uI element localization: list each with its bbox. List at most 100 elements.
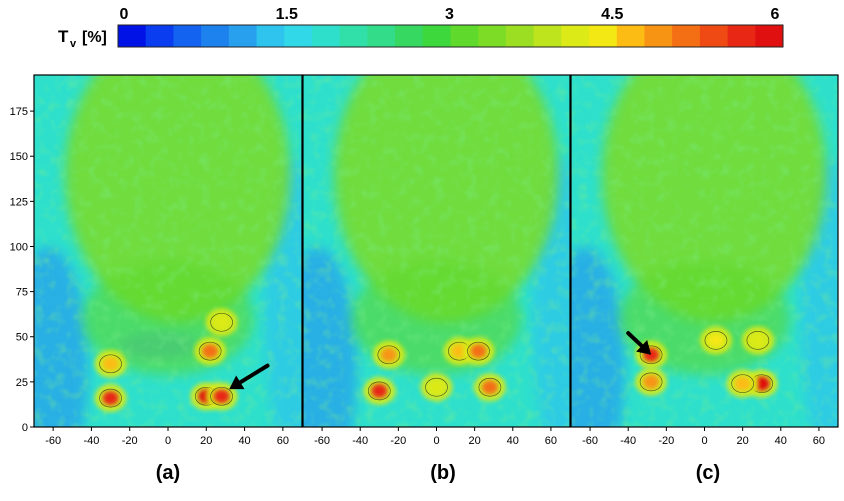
colorbar-tick-label: 0	[120, 6, 129, 23]
hotspot-contour	[704, 331, 728, 350]
contour-field	[303, 75, 570, 427]
hotspot	[470, 344, 487, 359]
hotspot	[213, 315, 230, 330]
colorbar-label-sub: v	[70, 38, 77, 50]
colorbar-swatch	[561, 25, 590, 47]
y-tick-label: 100	[10, 241, 28, 253]
x-tick-label: -20	[658, 435, 674, 447]
colorbar-swatch	[201, 25, 230, 47]
x-tick-label: 0	[701, 435, 707, 447]
arrow-head	[636, 340, 652, 355]
hotspot-contour	[198, 341, 222, 361]
x-tick-label: -20	[390, 435, 406, 447]
hotspot	[380, 347, 397, 362]
hotspot	[481, 380, 498, 395]
colorbar-swatch	[505, 25, 535, 47]
colorbar-label-main: T	[58, 27, 69, 46]
field-texture	[571, 75, 838, 427]
hotspot-contour	[210, 386, 233, 406]
x-tick-label: 20	[737, 435, 749, 447]
colorbar-swatch	[533, 25, 562, 47]
hotspot-contour	[467, 341, 490, 361]
hotspot-contour	[367, 381, 391, 401]
hotspot	[707, 333, 724, 348]
hotspot-contour	[377, 345, 401, 365]
hotspot	[643, 374, 660, 389]
x-tick-label: 0	[165, 435, 171, 447]
hotspot-contour	[639, 372, 663, 392]
x-tick-label: 40	[507, 435, 519, 447]
arrow-head	[229, 375, 245, 390]
colorbar-swatch	[145, 25, 174, 47]
y-tick-label: 75	[16, 287, 28, 299]
field-texture	[303, 75, 570, 427]
panel-label-c: (c)	[696, 462, 720, 484]
x-tick-label: -40	[83, 435, 99, 447]
colorbar-swatch	[589, 25, 618, 47]
x-tick-label: -60	[582, 435, 598, 447]
hotspot	[734, 376, 751, 391]
hotspot-contour	[210, 312, 233, 332]
colorbar-swatch	[395, 25, 424, 47]
colorbar-swatch	[422, 25, 451, 47]
hotspot-contour	[639, 345, 663, 365]
colorbar-swatch	[284, 25, 313, 47]
y-tick-label: 25	[16, 377, 28, 389]
hotspot-contour	[746, 331, 770, 350]
hotspot	[749, 333, 766, 348]
x-tick-label: -60	[45, 435, 61, 447]
arrow-shaft	[626, 331, 644, 348]
hotspot	[213, 389, 230, 404]
x-tick-label: 40	[238, 435, 250, 447]
colorbar-tick-label: 4.5	[601, 6, 623, 23]
colorbar-swatch	[727, 25, 756, 47]
x-tick-label: -40	[620, 435, 636, 447]
y-tick-label: 175	[10, 106, 28, 118]
x-tick-label: 60	[545, 435, 557, 447]
y-tick-label: 125	[10, 196, 28, 208]
colorbar-swatch	[367, 25, 396, 47]
colorbar-swatch	[699, 25, 729, 47]
hotspot	[428, 380, 445, 395]
panel-c: -60 -40 -20 0 20 40 60	[570, 74, 839, 447]
colorbar-swatch	[173, 25, 202, 47]
colorbar-tick-labels: 0 1.5 3 4.5 6	[120, 6, 780, 23]
colorbar-swatch	[755, 25, 784, 47]
hotspot-contour	[99, 388, 122, 408]
x-tick-label: -20	[122, 435, 138, 447]
x-tick-label: 60	[813, 435, 825, 447]
x-tick-label: 0	[433, 435, 439, 447]
hotspot-contour	[99, 354, 122, 374]
contour-field	[34, 75, 302, 427]
colorbar-swatch	[616, 25, 645, 47]
hotspot	[102, 356, 119, 371]
colorbar-swatch	[339, 25, 368, 47]
colorbar-swatch	[450, 25, 479, 47]
colorbar-tick-label: 6	[771, 6, 780, 23]
hotspot	[102, 391, 119, 406]
x-tick-label: 20	[200, 435, 212, 447]
panel-b: -60 -40 -20 0 20 40 60	[302, 74, 571, 447]
colorbar: T v [%] 0 1.5 3 4.5 6	[58, 6, 784, 50]
hotspot-contour	[478, 377, 502, 397]
colorbar-swatch	[228, 25, 258, 47]
x-tick-label: -60	[314, 435, 330, 447]
arrow-shaft	[238, 363, 270, 385]
y-tick-label: 150	[10, 151, 28, 163]
x-tick-label: 60	[277, 435, 289, 447]
panel-label-a: (a)	[156, 462, 180, 484]
hotspot	[202, 344, 219, 359]
y-tick-label: 0	[22, 422, 28, 434]
panel-label-b: (b)	[430, 462, 456, 484]
colorbar-swatch	[478, 25, 507, 47]
colorbar-swatch	[644, 25, 673, 47]
x-tick-label: 40	[775, 435, 787, 447]
colorbar-swatch	[118, 25, 147, 47]
colorbar-frame	[117, 24, 784, 48]
hotspot-contour	[425, 377, 448, 397]
field-texture	[34, 75, 302, 427]
contour-field	[571, 75, 838, 427]
hotspot	[371, 383, 388, 398]
x-tick-label: 20	[469, 435, 481, 447]
